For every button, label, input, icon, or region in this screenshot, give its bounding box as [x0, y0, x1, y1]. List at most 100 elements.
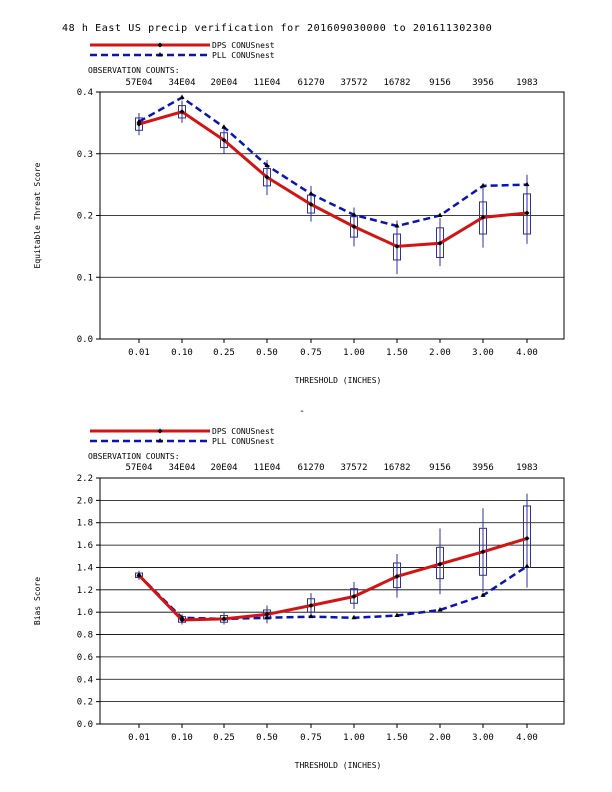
obs-count: 37572 [340, 463, 367, 473]
legend-marker-pll [157, 52, 163, 57]
pll-point [179, 94, 185, 100]
pll-point [179, 614, 185, 620]
obs-count: 16782 [383, 463, 410, 473]
y-tick-label: 1.8 [77, 519, 93, 529]
pll-point [264, 162, 270, 167]
x-tick-label: 4.00 [516, 348, 538, 358]
dps-point [179, 617, 185, 623]
y-tick-label: 0.0 [77, 720, 93, 730]
dps-point [351, 594, 357, 600]
pll-point [524, 563, 530, 568]
obs-count: 61270 [297, 78, 324, 88]
y-tick-label: 0.8 [77, 631, 93, 641]
y-tick-label: 0.4 [77, 88, 93, 98]
dps-point [308, 602, 314, 608]
pll-point [524, 181, 530, 187]
obs-count: 9156 [429, 78, 451, 88]
x-tick-label: 1.50 [386, 733, 408, 743]
x-tick-label: 0.75 [300, 348, 322, 358]
obs-count: 1983 [516, 78, 538, 88]
y-tick-label: 2.0 [77, 496, 93, 506]
x-tick-label: 0.01 [128, 348, 150, 358]
obs-count: 20E04 [210, 78, 237, 88]
dps-point [394, 573, 400, 579]
plot-frame [99, 477, 565, 725]
obs-count: 57E04 [125, 78, 152, 88]
obs-count: 3956 [472, 78, 494, 88]
y-tick-label: 0.4 [77, 675, 93, 685]
x-tick-label: 0.50 [256, 733, 278, 743]
dps-point [437, 240, 443, 246]
legend-label-dps: DPS CONUSnest [212, 427, 275, 436]
legend-label-pll: PLL CONUSnest [212, 51, 275, 60]
y-tick-label: 1.4 [77, 563, 93, 573]
obs-count: 1983 [516, 463, 538, 473]
legend-marker-pll [157, 438, 163, 443]
x-tick-label: 2.00 [429, 733, 451, 743]
x-tick-label: 3.00 [472, 733, 494, 743]
x-tick-label: 0.10 [171, 733, 193, 743]
obs-counts-label: OBSERVATION COUNTS: [88, 452, 180, 461]
x-tick-label: 0.10 [171, 348, 193, 358]
legend-label-dps: DPS CONUSnest [212, 41, 275, 50]
y-tick-label: 1.2 [77, 586, 93, 596]
y-tick-label: 0.3 [77, 150, 93, 160]
dps-point [136, 121, 142, 127]
panel-separator: - [299, 406, 305, 417]
obs-counts-label: OBSERVATION COUNTS: [88, 66, 180, 75]
x-tick-label: 0.25 [213, 733, 235, 743]
obs-count: 34E04 [168, 463, 195, 473]
pll-point [136, 118, 142, 124]
pll-point [394, 612, 400, 618]
x-tick-label: 1.00 [343, 348, 365, 358]
dps-point [437, 561, 443, 567]
dps-point [308, 201, 314, 207]
dps-point [524, 535, 530, 541]
x-tick-label: 3.00 [472, 348, 494, 358]
obs-count: 37572 [340, 78, 367, 88]
x-tick-label: 0.01 [128, 733, 150, 743]
y-tick-label: 1.0 [77, 608, 93, 618]
dps-point [394, 243, 400, 249]
pll-point [480, 592, 486, 597]
x-tick-label: 2.00 [429, 348, 451, 358]
x-tick-label: 1.50 [386, 348, 408, 358]
dps-point [264, 611, 270, 617]
pll-point [264, 614, 270, 620]
x-tick-label: 4.00 [516, 733, 538, 743]
dps-point [480, 214, 486, 220]
confidence-box [263, 168, 271, 187]
obs-count: 34E04 [168, 78, 195, 88]
pll-point [437, 606, 443, 612]
series-line-pll [138, 96, 528, 228]
series-line-dps [138, 110, 528, 248]
y-tick-label: 0.6 [77, 653, 93, 663]
series-line-pll [138, 565, 528, 621]
x-tick-label: 0.50 [256, 348, 278, 358]
dps-point [136, 572, 142, 578]
obs-count: 61270 [297, 463, 324, 473]
x-axis-label: THRESHOLD (INCHES) [295, 376, 382, 385]
y-tick-label: 1.6 [77, 541, 93, 551]
obs-count: 9156 [429, 463, 451, 473]
y-tick-label: 0.1 [77, 273, 93, 283]
dps-point [480, 549, 486, 555]
obs-count: 57E04 [125, 463, 152, 473]
obs-count: 20E04 [210, 463, 237, 473]
y-tick-label: 0.2 [77, 698, 93, 708]
obs-count: 11E04 [253, 78, 280, 88]
obs-count: 11E04 [253, 463, 280, 473]
pll-point [351, 211, 357, 217]
pll-point [480, 182, 486, 188]
x-tick-label: 0.25 [213, 348, 235, 358]
dps-point [524, 210, 530, 216]
dps-point [221, 137, 227, 143]
pll-point [394, 222, 400, 228]
pll-point [308, 190, 314, 196]
pll-point [308, 613, 314, 619]
dps-point [221, 616, 227, 622]
dps-point [264, 174, 270, 180]
